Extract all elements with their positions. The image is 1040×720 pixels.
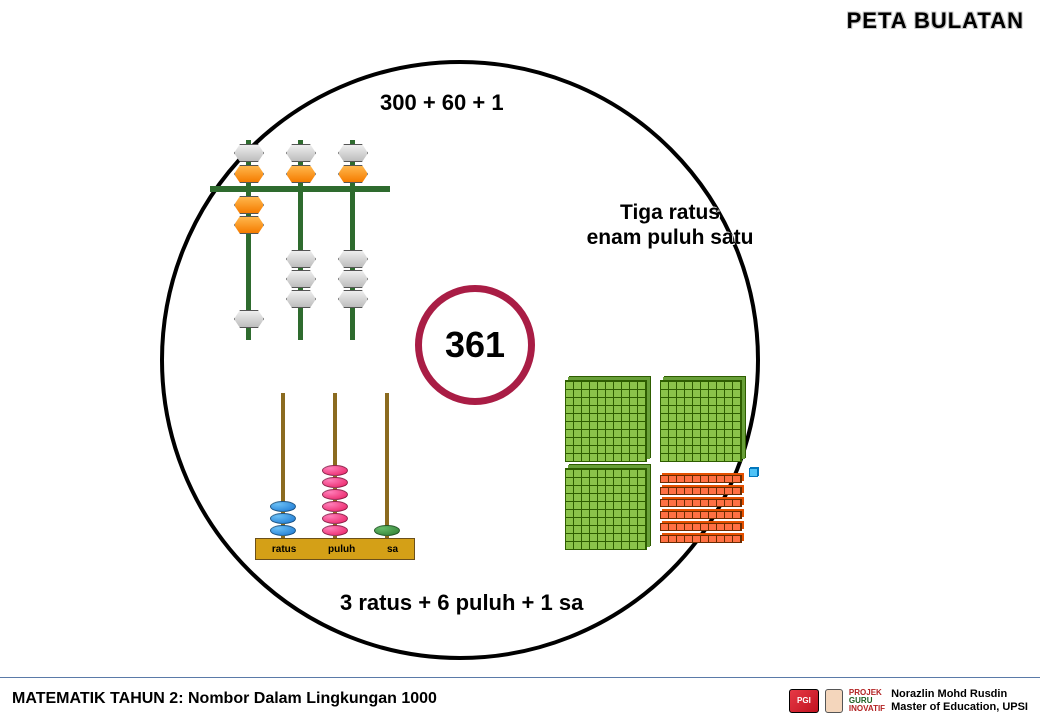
suanpan-bead	[286, 144, 316, 162]
suanpan-bar	[210, 186, 390, 192]
suanpan-bead	[338, 165, 368, 183]
base-ten-blocks	[565, 380, 755, 550]
abacus-bead	[270, 525, 296, 536]
footer-label-l3: INOVATIF	[849, 705, 885, 713]
one-block	[749, 468, 758, 477]
suanpan-bead	[338, 270, 368, 288]
author-title: Master of Education, UPSI	[891, 701, 1028, 714]
header-title: PETA BULATAN	[847, 8, 1024, 34]
suanpan-bead	[338, 144, 368, 162]
word-form-line1: Tiga ratus	[570, 200, 770, 225]
abacus-bead	[322, 501, 348, 512]
abacus-label-puluh: puluh	[328, 544, 355, 555]
abacus-bead	[322, 465, 348, 476]
suanpan-bead	[286, 250, 316, 268]
center-number-circle: 361	[415, 285, 535, 405]
footer-subject: MATEMATIK TAHUN 2:	[12, 690, 184, 707]
suanpan-bead	[286, 165, 316, 183]
abacus-bead	[322, 513, 348, 524]
suanpan-bead	[234, 144, 264, 162]
footer-divider	[0, 677, 1040, 678]
abacus-label-sa: sa	[387, 544, 398, 555]
ten-block	[660, 535, 742, 543]
avatar-icon	[825, 689, 843, 713]
ten-block	[660, 511, 742, 519]
place-value-text: 3 ratus + 6 puluh + 1 sa	[340, 590, 583, 616]
author-name: Norazlin Mohd Rusdin	[891, 688, 1028, 701]
ten-block	[660, 475, 742, 483]
suanpan-bead	[338, 250, 368, 268]
hundred-block	[660, 380, 742, 462]
expanded-form-text: 300 + 60 + 1	[380, 90, 504, 116]
suanpan-bead	[234, 196, 264, 214]
center-number: 361	[445, 324, 505, 366]
footer-author-block: PGI PROJEK GURU INOVATIF Norazlin Mohd R…	[789, 688, 1028, 714]
ten-block	[660, 499, 742, 507]
abacus-label-ratus: ratus	[272, 544, 296, 555]
suanpan-bead	[286, 290, 316, 308]
ten-block	[660, 523, 742, 531]
suanpan-bead	[234, 310, 264, 328]
abacus-bead	[270, 513, 296, 524]
hundred-block	[565, 380, 647, 462]
abacus-bead	[374, 525, 400, 536]
footer-logo-label: PROJEK GURU INOVATIF	[849, 689, 885, 713]
abacus-base: ratus puluh sa	[255, 538, 415, 560]
suanpan-bead	[286, 270, 316, 288]
abacus-bead	[322, 525, 348, 536]
footer-text: MATEMATIK TAHUN 2: Nombor Dalam Lingkung…	[12, 690, 437, 708]
suanpan-bead	[234, 216, 264, 234]
ten-block	[660, 487, 742, 495]
abacus-bead	[270, 501, 296, 512]
suanpan-bead	[234, 165, 264, 183]
abacus-bead	[322, 477, 348, 488]
word-form-line2: enam puluh satu	[570, 225, 770, 250]
suanpan-abacus	[210, 140, 390, 340]
spike-abacus: ratus puluh sa	[255, 380, 415, 560]
word-form-text: Tiga ratus enam puluh satu	[570, 200, 770, 250]
footer-logo-icon: PGI	[789, 689, 819, 713]
footer-author-name: Norazlin Mohd Rusdin Master of Education…	[891, 688, 1028, 714]
suanpan-bead	[338, 290, 368, 308]
hundred-block	[565, 468, 647, 550]
abacus-bead	[322, 489, 348, 500]
abacus-rod	[385, 393, 389, 538]
footer-topic: Nombor Dalam Lingkungan 1000	[188, 690, 437, 707]
